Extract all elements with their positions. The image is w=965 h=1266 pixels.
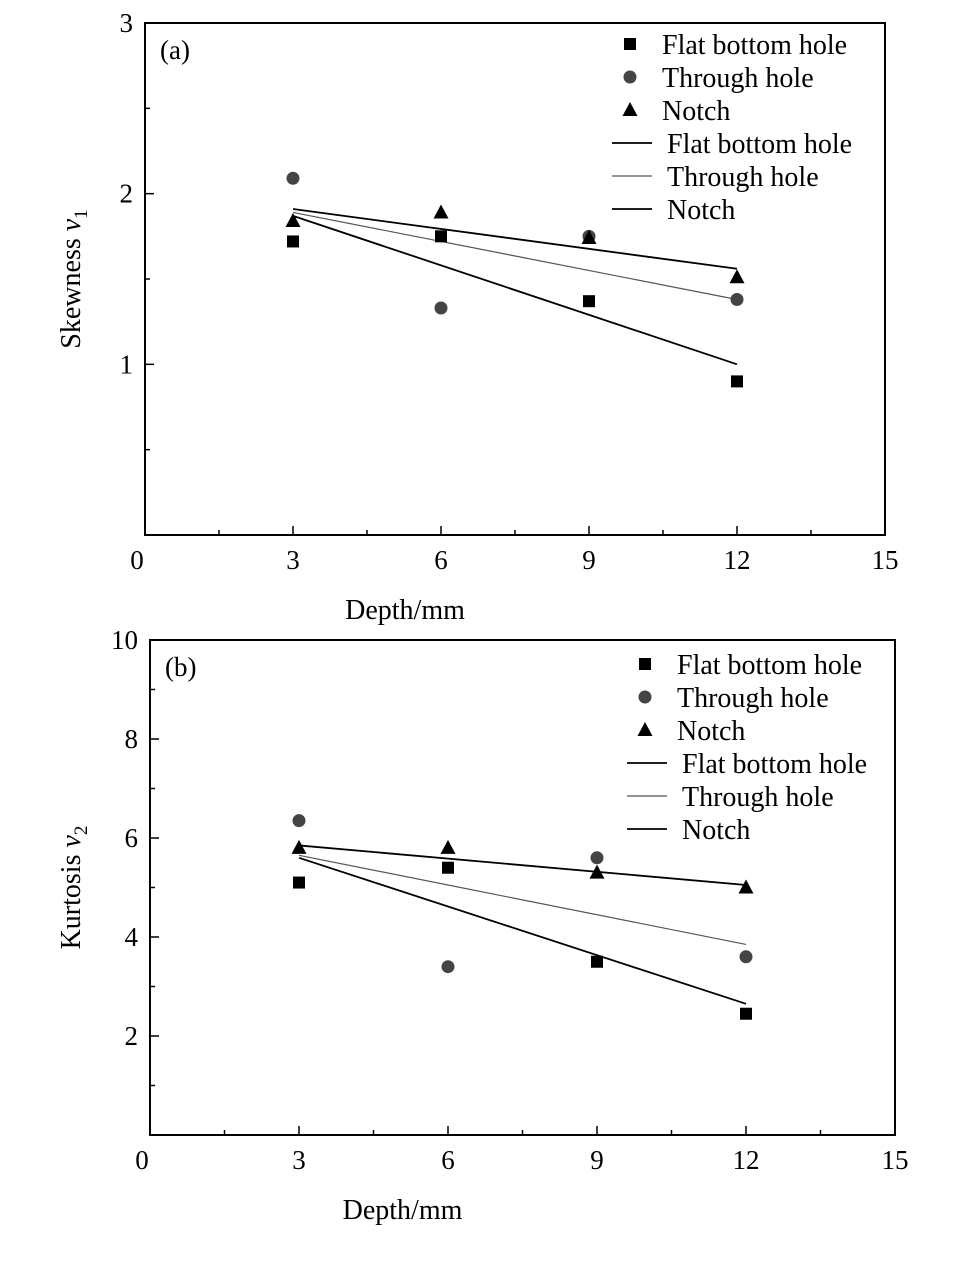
- x-axis-title: Depth/mm: [345, 595, 465, 626]
- legend-label: Through hole: [662, 63, 814, 94]
- data-point-notch: [581, 230, 597, 245]
- y-tick-label: 3: [120, 8, 134, 38]
- fit-line-through-hole: [292, 211, 738, 301]
- data-point-flat-bottom-hole: [740, 1007, 752, 1020]
- y-tick-label: 1: [120, 349, 134, 379]
- data-point-notch: [738, 879, 754, 894]
- legend-circle-marker: [638, 690, 652, 704]
- plot-frame: [144, 22, 886, 536]
- x-tick-label: 6: [434, 545, 448, 575]
- legend-square-marker: [624, 38, 636, 50]
- data-point-notch: [589, 864, 605, 879]
- data-point-flat-bottom-hole: [435, 230, 447, 243]
- x-axis-title: Depth/mm: [343, 1195, 463, 1226]
- x-tick-label: 9: [582, 545, 596, 575]
- legend-label: Notch: [662, 96, 730, 127]
- data-point-through-hole: [292, 814, 306, 828]
- x-tick-label: 0: [135, 1145, 149, 1175]
- panel-label: (b): [165, 652, 196, 682]
- data-point-flat-bottom-hole: [293, 876, 305, 889]
- x-tick-label: 15: [882, 1145, 909, 1175]
- data-point-through-hole: [590, 851, 604, 865]
- panel-label: (a): [160, 35, 190, 65]
- y-tick-label: 4: [125, 922, 139, 952]
- plot-frame: [149, 639, 896, 1136]
- legend-label: Through hole: [677, 683, 829, 714]
- data-point-flat-bottom-hole: [442, 861, 454, 874]
- fit-line-notch: [298, 844, 747, 886]
- y-axis-title-subscript: 1: [71, 209, 92, 219]
- legend-label: Through hole: [667, 162, 819, 193]
- x-tick-label: 9: [590, 1145, 604, 1175]
- y-tick-label: 8: [125, 724, 139, 754]
- y-tick-label: 6: [125, 823, 139, 853]
- legend-label: Notch: [682, 815, 750, 846]
- legend-label: Flat bottom hole: [682, 749, 867, 780]
- data-point-notch: [291, 839, 307, 854]
- fit-line-flat-bottom-hole: [298, 856, 747, 1005]
- legend-square-marker: [639, 658, 651, 670]
- legend-triangle-marker: [622, 102, 638, 116]
- y-axis-title-main: Skewness: [56, 231, 87, 348]
- legend-label: Flat bottom hole: [662, 30, 847, 61]
- fit-line-flat-bottom-hole: [292, 214, 738, 366]
- x-tick-label: 12: [733, 1145, 760, 1175]
- y-axis-title-subscript: 2: [71, 826, 92, 836]
- data-point-notch: [433, 204, 449, 219]
- x-tick-label: 12: [724, 545, 751, 575]
- data-point-through-hole: [730, 292, 744, 306]
- x-tick-label: 3: [286, 545, 300, 575]
- legend-label: Notch: [677, 716, 745, 747]
- legend-label: Notch: [667, 195, 735, 226]
- data-point-through-hole: [286, 171, 300, 185]
- y-tick-label: 10: [111, 625, 138, 655]
- fit-line-notch: [292, 208, 738, 270]
- data-point-through-hole: [434, 301, 448, 315]
- data-point-flat-bottom-hole: [731, 375, 743, 388]
- data-point-notch: [285, 212, 301, 227]
- data-point-flat-bottom-hole: [287, 235, 299, 248]
- data-point-through-hole: [441, 960, 455, 974]
- x-tick-label: 6: [441, 1145, 455, 1175]
- data-point-through-hole: [739, 950, 753, 964]
- y-axis-title: Kurtosis v2: [56, 826, 92, 950]
- y-tick-label: 2: [120, 179, 134, 209]
- x-tick-label: 15: [872, 545, 899, 575]
- y-axis-title-variable: v: [56, 218, 87, 231]
- data-point-notch: [729, 269, 745, 284]
- y-tick-label: 2: [125, 1021, 139, 1051]
- data-point-flat-bottom-hole: [591, 955, 603, 968]
- legend-label: Flat bottom hole: [677, 650, 862, 681]
- x-tick-label: 0: [130, 545, 144, 575]
- y-axis-title: Skewness v1: [56, 209, 92, 348]
- data-point-flat-bottom-hole: [583, 295, 595, 308]
- legend-label: Flat bottom hole: [667, 129, 852, 160]
- legend-triangle-marker: [637, 722, 653, 736]
- y-axis-title-main: Kurtosis: [56, 848, 87, 950]
- legend-circle-marker: [623, 70, 637, 84]
- data-point-notch: [440, 839, 456, 854]
- fit-line-through-hole: [298, 854, 747, 946]
- legend-label: Through hole: [682, 782, 834, 813]
- x-tick-label: 3: [292, 1145, 306, 1175]
- y-axis-title-variable: v: [56, 835, 87, 848]
